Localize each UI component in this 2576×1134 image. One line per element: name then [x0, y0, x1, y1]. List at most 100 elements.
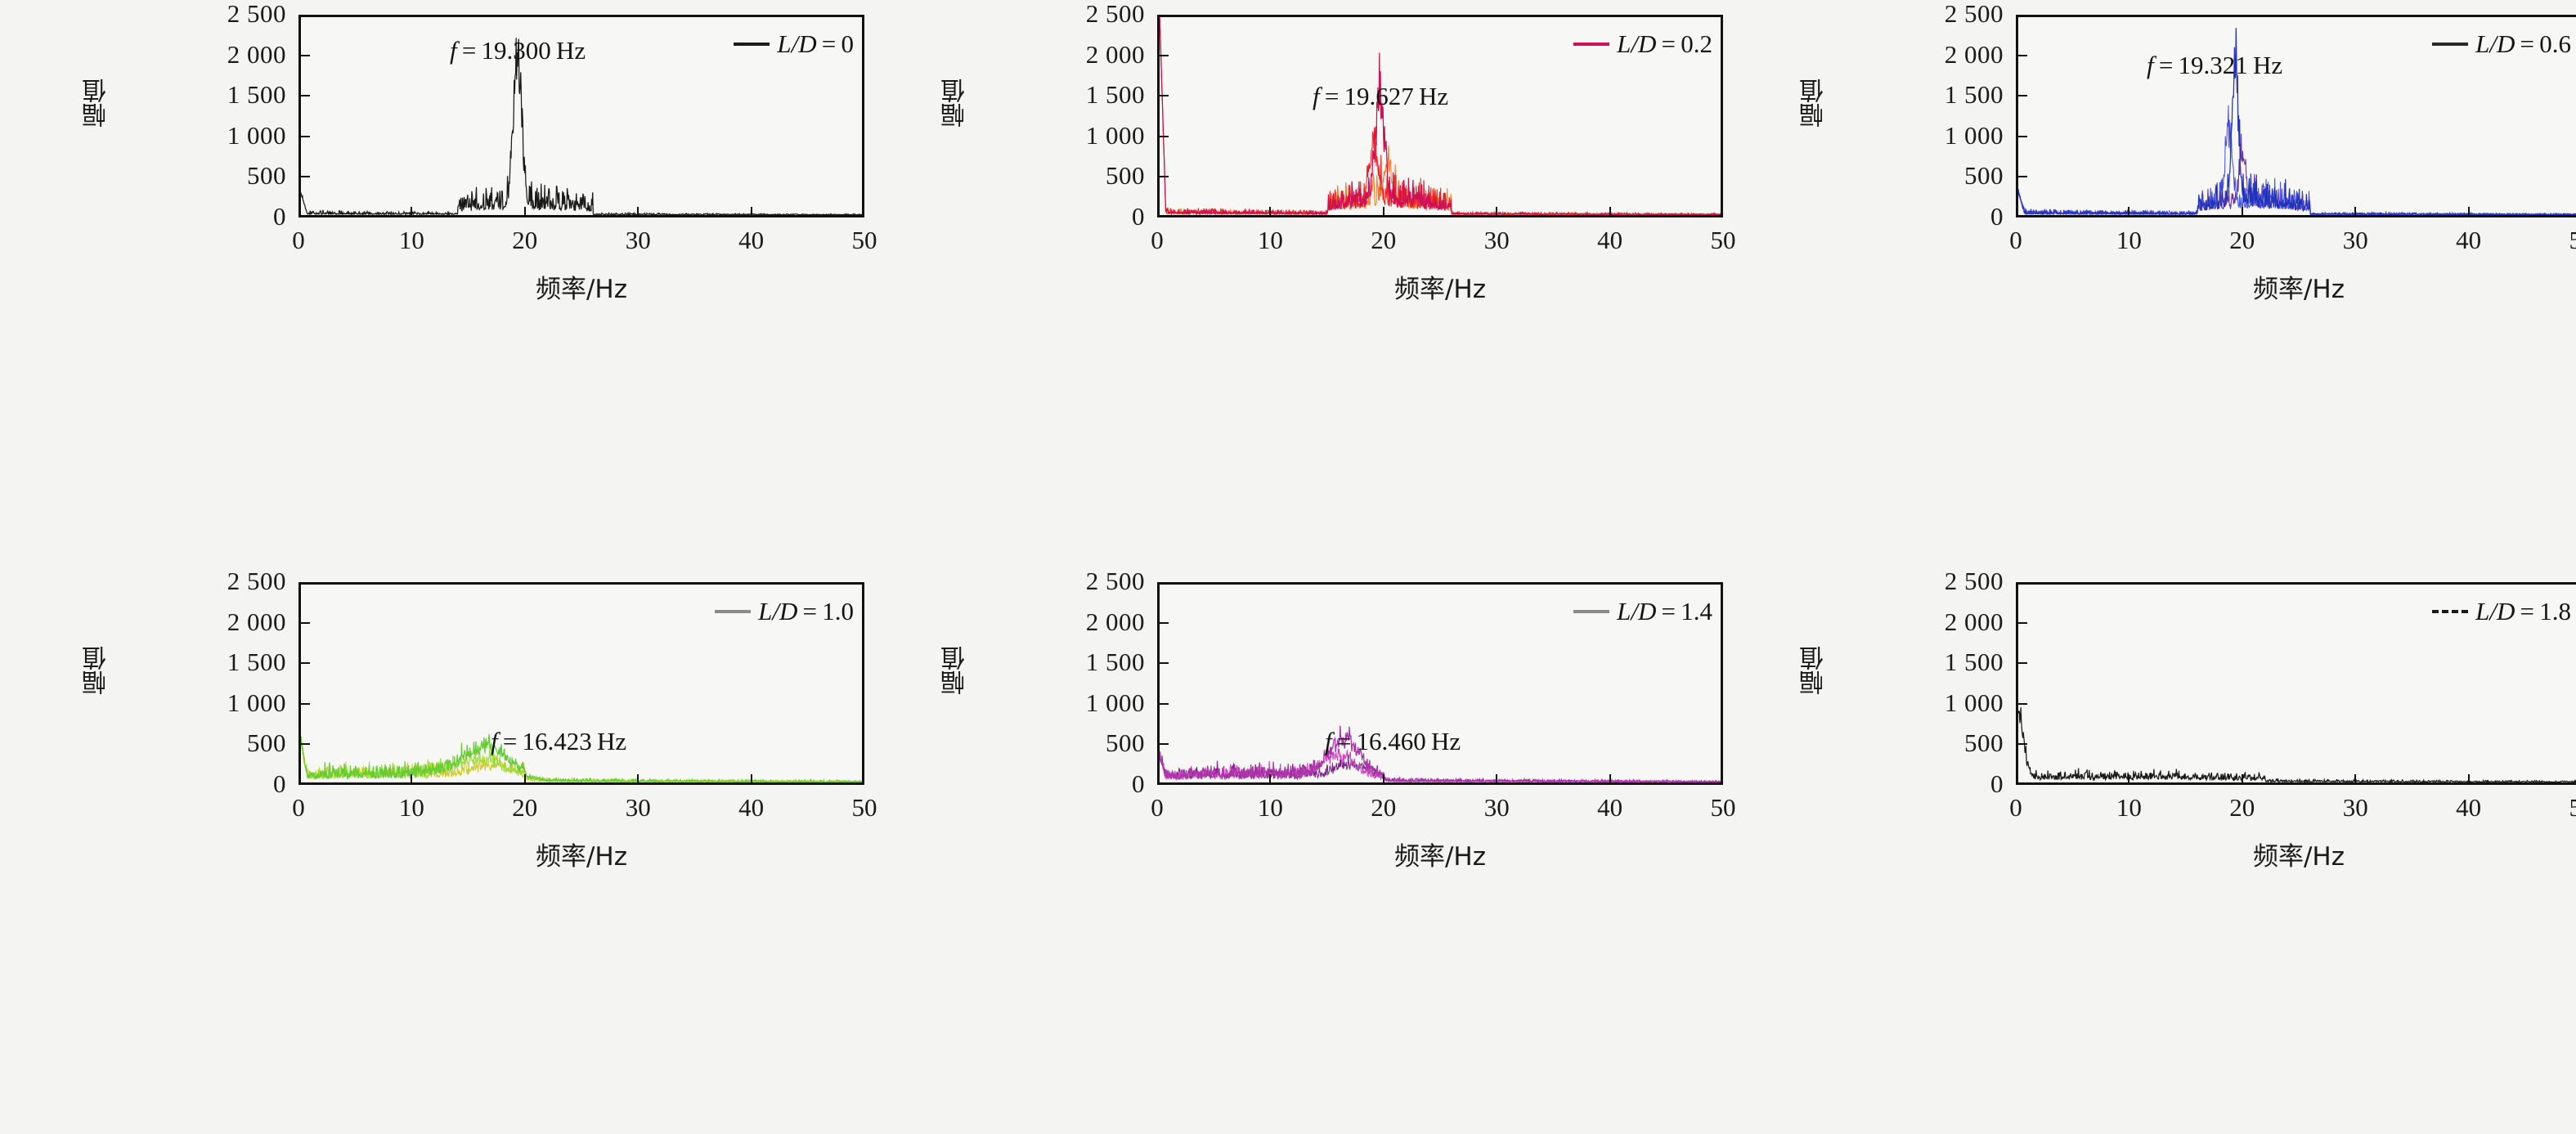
y-tick-label: 2 000 [1944, 39, 2004, 69]
y-axis-label: 幅值 [1800, 78, 1829, 128]
x-tick-label: 40 [1597, 226, 1623, 254]
y-tick-label: 500 [1106, 161, 1145, 190]
x-tick-label: 10 [1257, 793, 1283, 822]
y-tick-label: 0 [1132, 202, 1145, 231]
spectrum-series [301, 734, 862, 782]
x-tick-mark [1609, 774, 1611, 783]
x-tick-label: 20 [512, 793, 538, 822]
spectrum-series [1160, 726, 1721, 782]
legend-line-icon [734, 43, 770, 46]
y-tick-mark [301, 621, 310, 624]
x-tick-label: 20 [1371, 226, 1397, 254]
y-tick-label: 500 [1964, 728, 2004, 758]
y-tick-label: 1 000 [1944, 120, 2004, 150]
legend-label: L/D = 0.6 [2475, 29, 2571, 58]
x-tick-label: 10 [1257, 226, 1283, 254]
y-tick-label: 2 500 [1944, 0, 2004, 28]
x-tick-label: 10 [398, 793, 424, 822]
spectrum-trace [301, 585, 862, 782]
y-tick-label: 2 500 [1944, 567, 2004, 595]
legend-line-icon [2432, 43, 2469, 46]
legend: L/D = 1.0 [715, 597, 854, 626]
y-tick-mark [2018, 702, 2027, 705]
y-tick-label: 2 500 [227, 567, 286, 595]
x-tick-label: 20 [1371, 793, 1397, 822]
y-tick-mark [1160, 54, 1169, 56]
y-tick-label: 1 500 [1944, 80, 2004, 110]
plot-area [298, 15, 864, 217]
x-tick-mark [2354, 207, 2357, 216]
y-tick-mark [301, 662, 310, 665]
panel-ld-0: 0 500 1 000 1 500 2 000 2 500 0 10 20 30 40 50 幅值 频率/… [0, 0, 877, 567]
x-tick-label: 50 [1710, 793, 1736, 822]
x-tick-mark [2128, 207, 2130, 216]
y-tick-label: 500 [1106, 728, 1145, 758]
x-tick-mark [1269, 207, 1272, 216]
y-tick-label: 1 000 [1085, 688, 1145, 717]
y-tick-label: 500 [1964, 161, 2004, 190]
y-axis-label: 幅值 [83, 646, 111, 695]
x-tick-label: 40 [2456, 793, 2482, 822]
x-tick-mark [1496, 207, 1498, 216]
x-axis-label: 频率/Hz [535, 275, 628, 304]
x-tick-label: 20 [512, 226, 538, 254]
y-tick-label: 2 500 [1085, 0, 1145, 28]
x-axis-label: 频率/Hz [1393, 842, 1487, 872]
x-tick-label: 0 [1151, 226, 1164, 254]
x-tick-label: 0 [2009, 226, 2022, 254]
x-tick-mark [750, 207, 752, 216]
x-tick-label: 40 [738, 226, 765, 254]
legend-line-icon [2432, 610, 2469, 613]
legend: L/D = 0 [734, 29, 854, 59]
legend-line-icon [715, 610, 752, 613]
y-tick-label: 1 500 [227, 80, 286, 110]
spectrum-series [2018, 707, 2576, 782]
frequency-annotation: f = 19.300 Hz [450, 36, 586, 65]
x-tick-mark [1382, 207, 1384, 216]
x-tick-label: 10 [2116, 226, 2142, 254]
y-tick-label: 1 500 [1944, 648, 2004, 677]
panel-ld-18: 0 500 1 000 1 500 2 000 2 500 0 10 20 30 40 50 幅值频率/… [1717, 567, 2576, 1134]
panel-ld-02: 0 500 1 000 1 500 2 000 2 500 0 10 20 30 40 50 幅值 频率/… [859, 0, 1736, 567]
panel-ld-14: 0 500 1 000 1 500 2 000 2 500 0 10 20 30 40 50 幅值 频率/… [859, 567, 1736, 1134]
x-axis-label: 频率/Hz [535, 842, 628, 872]
legend: L/D = 1.4 [1573, 597, 1712, 626]
x-tick-label: 0 [292, 226, 305, 254]
legend-label: L/D = 1.8 [2475, 597, 2571, 625]
y-tick-label: 2 000 [227, 39, 286, 69]
plot-area [2016, 15, 2576, 217]
x-tick-label: 40 [1597, 793, 1623, 822]
plot-area [1157, 15, 1723, 217]
x-tick-mark [2241, 207, 2243, 216]
y-tick-label: 2 000 [1085, 607, 1145, 636]
y-tick-label: 1 500 [227, 648, 286, 677]
y-tick-mark [301, 54, 310, 56]
x-tick-label: 50 [2569, 226, 2576, 254]
y-tick-label: 500 [247, 728, 286, 758]
plot-area [2016, 582, 2576, 785]
y-tick-label: 1 500 [1085, 648, 1145, 677]
y-tick-mark [2018, 621, 2027, 624]
x-tick-label: 30 [625, 226, 651, 254]
frequency-annotation: f = 16.423 Hz [491, 727, 627, 755]
x-axis-label: 频率/Hz [2252, 275, 2345, 304]
y-tick-mark [1160, 743, 1169, 746]
spectrum-series [301, 38, 862, 214]
y-tick-mark [1160, 176, 1169, 178]
spectrum-trace [301, 17, 862, 215]
y-tick-mark [2018, 95, 2027, 97]
frequency-annotation: f = 19.321 Hz [2147, 51, 2283, 79]
x-tick-mark [523, 207, 526, 216]
y-tick-mark [301, 176, 310, 178]
spectrum-trace [1160, 17, 1721, 215]
legend-line-icon [1573, 610, 1610, 613]
x-tick-label: 50 [851, 226, 877, 254]
panel-ld-10: 0 500 1 000 1 500 2 000 2 500 0 10 20 30 40 50 幅值 频率/… [0, 567, 877, 1134]
x-tick-mark [1382, 774, 1384, 783]
x-tick-label: 50 [1710, 226, 1736, 254]
x-tick-label: 30 [1483, 793, 1510, 822]
x-tick-label: 20 [2229, 793, 2255, 822]
legend-label: L/D = 1.0 [758, 597, 854, 625]
x-tick-mark [411, 207, 413, 216]
